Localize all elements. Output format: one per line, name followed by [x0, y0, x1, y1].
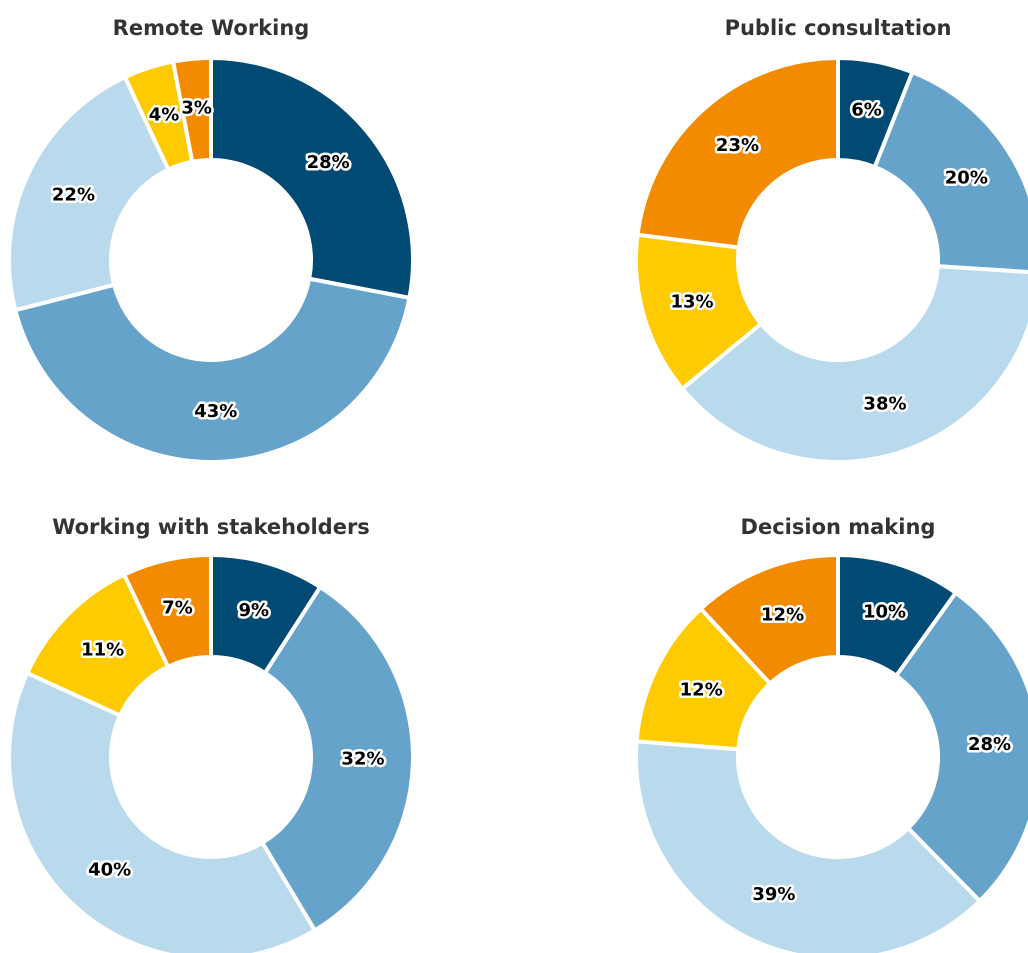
donut-segment [209, 55, 415, 301]
data-label: 12% [761, 604, 804, 625]
data-label: 39% [752, 884, 795, 905]
data-label: 13% [670, 291, 713, 312]
data-label: 32% [341, 748, 384, 769]
data-label: 6% [851, 100, 882, 121]
data-label: 11% [81, 639, 124, 660]
donut-segment [7, 670, 318, 953]
data-label: 4% [149, 104, 180, 125]
data-label: 9% [239, 600, 270, 621]
chart-title: Public consultation [725, 16, 952, 40]
data-label: 43% [194, 401, 237, 422]
data-label: 38% [863, 394, 906, 415]
data-label: 10% [863, 601, 906, 622]
data-label: 22% [52, 184, 95, 205]
chart-title: Working with stakeholders [52, 515, 370, 539]
donut-segment [872, 69, 1028, 274]
donut-segment [121, 552, 213, 670]
data-label: 23% [716, 135, 759, 156]
chart-title: Decision making [741, 515, 936, 539]
donut-segment [170, 55, 213, 165]
data-label: 3% [181, 98, 212, 119]
donut-segment [679, 264, 1028, 464]
data-label: 28% [968, 734, 1011, 755]
donut-segment [697, 552, 840, 687]
data-label: 20% [945, 168, 988, 189]
donut-segment [893, 590, 1028, 904]
donut-segment [259, 584, 415, 934]
data-label: 7% [162, 598, 193, 619]
chart-title: Remote Working [113, 16, 310, 40]
donut-segment [635, 55, 840, 250]
donut-segment [634, 739, 983, 953]
data-label: 28% [307, 152, 350, 173]
donut-segment [12, 276, 412, 464]
donut-segment [7, 74, 172, 313]
data-label: 40% [88, 859, 131, 880]
data-label: 12% [680, 680, 723, 701]
